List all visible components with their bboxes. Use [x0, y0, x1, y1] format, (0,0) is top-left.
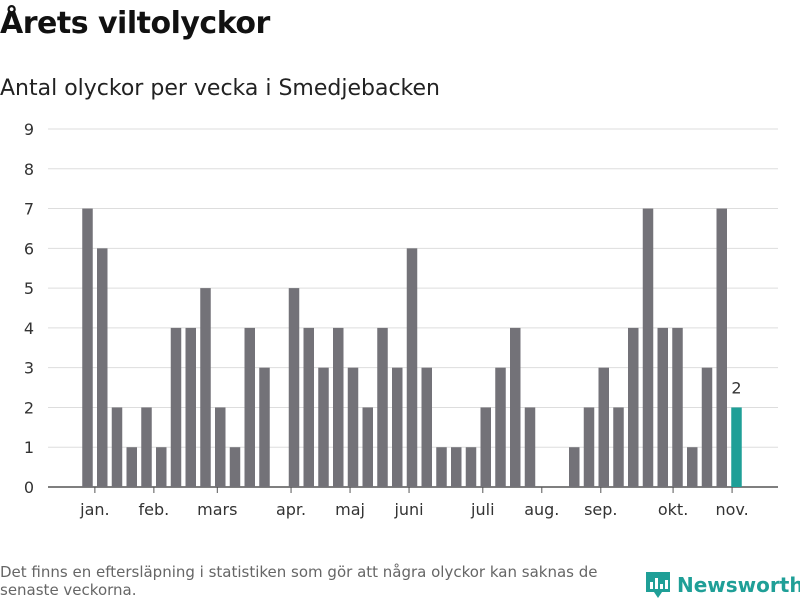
bar: [185, 327, 196, 487]
y-axis-ticks: 0 1 2 3 4 5 6 7 8 9: [24, 120, 34, 497]
bar: [82, 208, 93, 488]
bar: [583, 407, 595, 487]
footnote: Det finns en eftersläpning i statistiken…: [0, 563, 598, 599]
chart-title: Årets viltolyckor: [0, 6, 270, 41]
bar: [244, 327, 255, 487]
y-tick-label: 9: [24, 120, 34, 139]
bar: [613, 407, 624, 487]
newsworthy-logo-icon: [646, 572, 670, 598]
bar: [451, 447, 462, 487]
bar: [480, 407, 491, 487]
y-tick-label: 1: [24, 438, 34, 457]
bar: [215, 407, 226, 487]
bar: [377, 327, 388, 487]
bar: [731, 407, 742, 487]
logo-text: Newsworthy: [677, 573, 800, 597]
x-tick-label: okt.: [658, 500, 688, 519]
y-tick-label: 6: [24, 239, 34, 258]
bar: [141, 407, 152, 487]
x-tick-label: mars: [197, 500, 237, 519]
bar: [259, 367, 270, 487]
chart-subtitle: Antal olyckor per vecka i Smedjebacken: [0, 76, 440, 101]
y-tick-label: 4: [24, 319, 34, 338]
x-tick-label: aug.: [524, 500, 559, 519]
bar: [362, 407, 373, 487]
y-tick-label: 2: [24, 398, 34, 417]
bar: [510, 327, 521, 487]
bar: [701, 367, 713, 487]
x-tick-label: juni: [393, 500, 423, 519]
bar-chart: 0 1 2 3 4 5 6 7 8 9 jan. feb. mars apr. maj juni juli au…: [24, 120, 778, 519]
bar: [465, 447, 477, 487]
bar: [97, 248, 108, 487]
bar: [318, 367, 329, 487]
x-tick-label: juli: [470, 500, 494, 519]
y-tick-label: 3: [24, 359, 34, 378]
x-tick-label: sep.: [584, 500, 617, 519]
bar: [111, 407, 123, 487]
x-tick-label: jan.: [79, 500, 109, 519]
bar: [628, 327, 639, 487]
bar: [672, 327, 683, 487]
bar: [642, 208, 654, 488]
bar: [421, 367, 432, 487]
bar: [687, 447, 698, 487]
bar: [200, 288, 211, 487]
newsworthy-logo: Newsworthy: [645, 570, 800, 600]
data-label: 2: [731, 378, 741, 397]
bar: [170, 327, 182, 487]
bar: [657, 327, 668, 487]
y-tick-label: 0: [24, 478, 34, 497]
x-axis-ticks: jan. feb. mars apr. maj juni juli aug. sep. okt. n…: [79, 487, 749, 519]
bar: [126, 447, 137, 487]
bar: [716, 208, 727, 488]
bar: [347, 367, 359, 487]
bar: [229, 447, 241, 487]
x-tick-label: maj: [335, 500, 365, 519]
bar: [598, 367, 609, 487]
x-tick-label: feb.: [139, 500, 170, 519]
bar: [156, 447, 167, 487]
bar: [524, 407, 536, 487]
bar: [406, 248, 418, 487]
data-labels: 2: [731, 378, 741, 397]
x-tick-label: apr.: [276, 500, 306, 519]
y-tick-label: 7: [24, 200, 34, 219]
bar: [495, 367, 506, 487]
bar: [288, 288, 300, 487]
bar: [392, 367, 403, 487]
bar: [436, 447, 447, 487]
y-tick-label: 5: [24, 279, 34, 298]
x-tick-label: nov.: [715, 500, 748, 519]
bar: [303, 327, 314, 487]
bars: [82, 208, 742, 488]
y-tick-label: 8: [24, 160, 34, 179]
bar: [569, 447, 580, 487]
bar: [333, 327, 344, 487]
